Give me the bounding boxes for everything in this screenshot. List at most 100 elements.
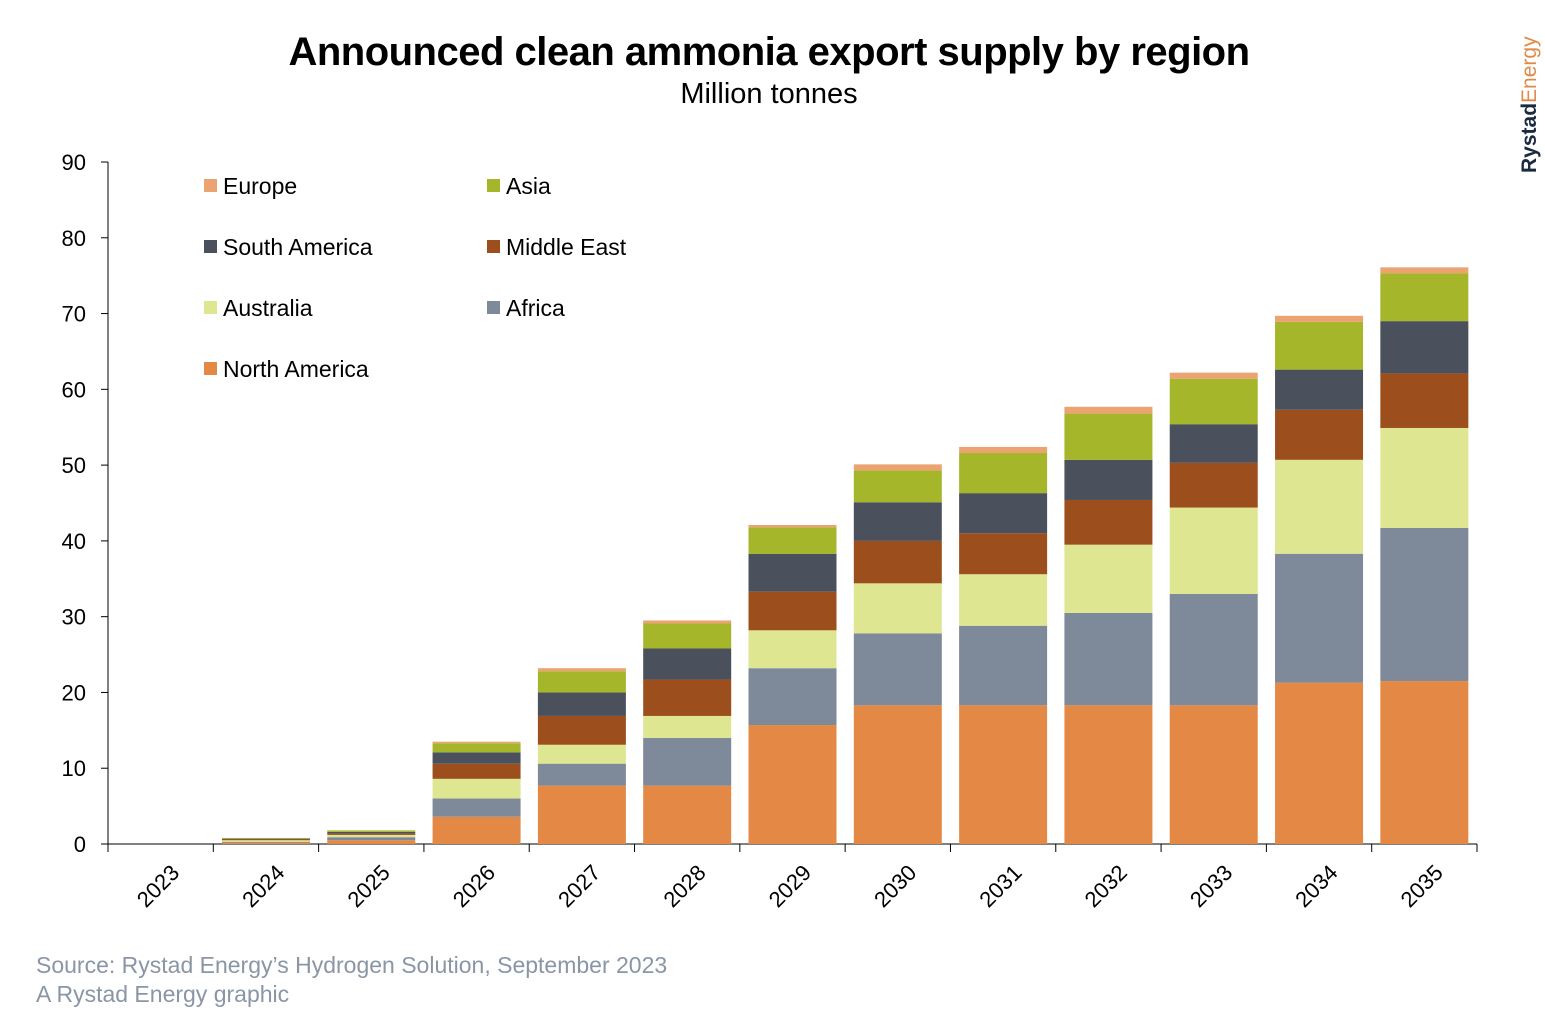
bar-segment-europe [1275,315,1364,322]
y-tick-label: 80 [62,226,86,251]
bar-segment-north-america [1064,705,1153,844]
bar-segment-middle-east [748,591,837,631]
bar-segment-africa [1380,528,1469,682]
bar-segment-middle-east [1275,409,1364,460]
bar-segment-asia [327,830,416,832]
y-tick-label: 0 [74,832,86,857]
bar-segment-north-america [537,785,626,844]
bar-segment-australia [748,630,837,669]
bar-segment-africa [959,625,1048,706]
bar-segment-south-america [959,493,1048,534]
y-tick-label: 10 [62,756,86,781]
bar-segment-asia [1380,273,1469,322]
bar-segment-north-america [1169,705,1258,844]
x-tick-label: 2029 [764,860,816,912]
bar-segment-south-america [643,648,732,680]
bar-segment-middle-east [959,533,1048,575]
bar-segment-africa [1275,553,1364,683]
bar-segment-south-america [1275,369,1364,410]
bar-segment-asia [221,837,310,839]
bar-segment-north-america [643,785,732,844]
bar-segment-north-america [959,705,1048,844]
y-tick-label: 20 [62,680,86,705]
bar-segment-south-america [1169,424,1258,463]
bar-segment-africa [748,668,837,726]
bar-segment-africa [432,798,521,817]
bar-segment-australia [221,840,310,842]
source-note: Source: Rystad Energy’s Hydrogen Solutio… [36,951,667,1009]
bar-segment-asia [1064,413,1153,460]
bar-segment-africa [1169,593,1258,706]
x-tick-label: 2026 [448,860,500,912]
bar-segment-europe [1380,267,1469,274]
legend-swatch [204,179,217,192]
bar-segment-europe [959,446,1048,453]
bar-segment-asia [432,743,521,753]
bar-segment-europe [537,668,626,672]
bar-segment-south-america [432,752,521,764]
legend-label: Africa [506,295,565,321]
bar-segment-asia [959,452,1048,494]
bar-segment-north-america [748,725,837,844]
bar-segment-middle-east [221,839,310,841]
bar-segment-asia [643,623,732,649]
legend-swatch [487,179,500,192]
legend-label: Asia [506,173,551,199]
legend-label: Australia [223,295,313,321]
bar-segment-middle-east [432,763,521,779]
bar-segment-australia [1064,544,1153,613]
bar-segment-middle-east [1380,373,1469,428]
y-tick-label: 90 [62,150,86,175]
bar-segment-middle-east [853,540,942,584]
credit-text: A Rystad Energy graphic [36,981,290,1007]
svg-text:RystadEnergy: RystadEnergy [1518,36,1541,173]
x-tick-label: 2032 [1080,860,1132,912]
bar-segment-australia [1275,459,1364,554]
x-tick-label: 2025 [343,860,395,912]
bar-segment-middle-east [643,679,732,716]
bar-segment-australia [959,574,1048,626]
y-tick-label: 60 [62,377,86,402]
bar-segment-africa [327,837,416,841]
y-tick-label: 40 [62,529,86,554]
bar-segment-australia [327,834,416,838]
bar-segment-middle-east [1064,499,1153,545]
y-tick-label: 30 [62,605,86,630]
bar-segment-middle-east [327,833,416,835]
legend-label: North America [223,356,369,382]
bar-segment-south-america [853,502,942,541]
bar-segment-north-america [1380,681,1469,844]
legend-label: Middle East [506,234,627,260]
legend-swatch [204,362,217,375]
bar-segment-asia [1169,378,1258,425]
bar-segment-north-america [1275,682,1364,844]
x-tick-label: 2024 [237,860,289,912]
x-tick-label: 2030 [869,860,921,912]
x-tick-label: 2034 [1290,860,1342,912]
x-tick-label: 2027 [553,860,605,912]
x-tick-label: 2035 [1396,860,1448,912]
bar-segment-australia [1380,427,1469,529]
bar-segment-europe [432,741,521,744]
x-tick-label: 2031 [974,860,1026,912]
bar-segment-south-america [748,553,837,592]
legend-label: South America [223,234,373,260]
bar-segment-africa [537,763,626,786]
y-tick-label: 70 [62,302,86,327]
bar-segment-australia [432,778,521,799]
x-tick-label: 2028 [658,860,710,912]
source-text: Source: Rystad Energy’s Hydrogen Solutio… [36,952,668,978]
bar-segment-north-america [221,842,310,844]
bar-segment-north-america [853,705,942,844]
bar-segment-south-america [537,692,626,716]
bar-segment-south-america [327,831,416,834]
legend-swatch [204,240,217,253]
bar-segment-africa [643,737,732,786]
chart-subtitle: Million tonnes [680,78,858,110]
bar-segment-europe [643,620,732,624]
bar-segment-australia [853,583,942,634]
rystad-energy-logo: RystadEnergy [1518,36,1541,173]
bar-segment-south-america [221,838,310,840]
x-tick-label: 2023 [132,860,184,912]
